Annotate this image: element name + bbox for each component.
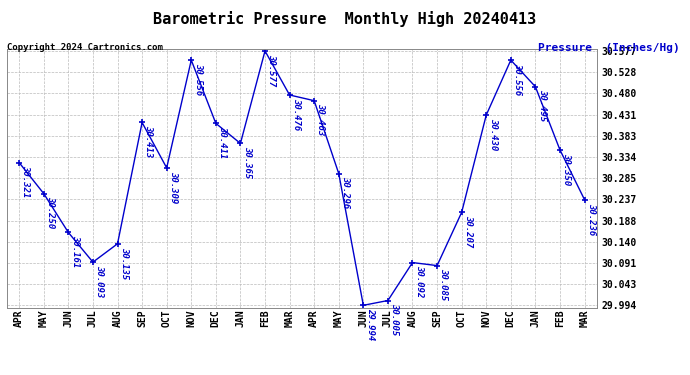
Text: 30.495: 30.495: [538, 90, 547, 122]
Text: Copyright 2024 Cartronics.com: Copyright 2024 Cartronics.com: [7, 43, 163, 52]
Text: Barometric Pressure  Monthly High 20240413: Barometric Pressure Monthly High 2024041…: [153, 11, 537, 27]
Text: 30.207: 30.207: [464, 215, 473, 248]
Text: 30.236: 30.236: [587, 202, 596, 235]
Text: 30.296: 30.296: [341, 176, 351, 209]
Text: 30.476: 30.476: [292, 98, 301, 130]
Text: 30.093: 30.093: [95, 265, 104, 297]
Text: 30.577: 30.577: [268, 54, 277, 86]
Text: 29.994: 29.994: [366, 308, 375, 340]
Text: 30.161: 30.161: [71, 235, 80, 267]
Text: 30.556: 30.556: [513, 63, 522, 95]
Text: 30.411: 30.411: [218, 126, 227, 158]
Text: 30.463: 30.463: [317, 104, 326, 136]
Text: 30.092: 30.092: [415, 266, 424, 298]
Text: 30.085: 30.085: [440, 268, 449, 301]
Text: 30.005: 30.005: [391, 303, 400, 336]
Text: 30.135: 30.135: [120, 247, 129, 279]
Text: Pressure  (Inches/Hg): Pressure (Inches/Hg): [538, 43, 680, 53]
Text: 30.250: 30.250: [46, 196, 55, 229]
Text: 30.350: 30.350: [562, 153, 571, 185]
Text: 30.309: 30.309: [169, 171, 178, 203]
Text: 30.365: 30.365: [243, 146, 252, 178]
Text: 30.321: 30.321: [21, 165, 30, 198]
Text: 30.556: 30.556: [194, 63, 203, 95]
Text: 30.413: 30.413: [144, 125, 154, 158]
Text: 30.430: 30.430: [489, 118, 497, 150]
